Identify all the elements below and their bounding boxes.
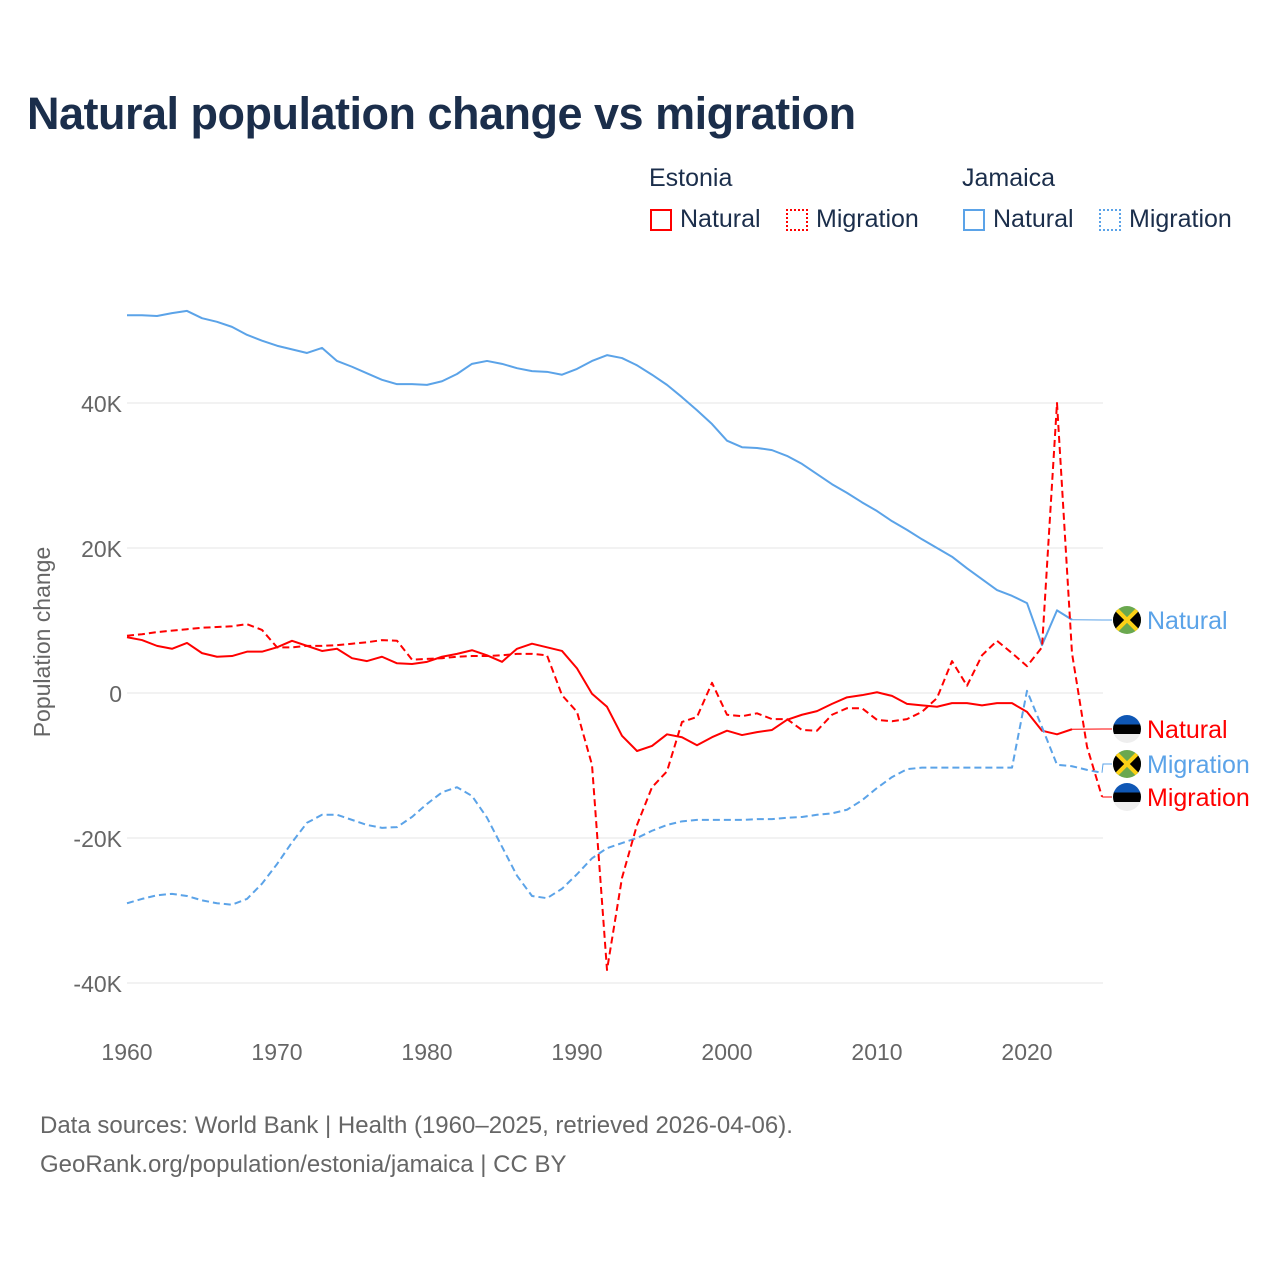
y-tick-label: -40K: [73, 971, 122, 997]
series-line-jamaica-migration: [126, 689, 1103, 906]
legend-swatch-dotted-icon: [786, 208, 808, 231]
legend-swatch-dotted-icon: [1099, 208, 1121, 231]
legend-swatch-solid-icon: [963, 208, 985, 231]
jamaica-flag-icon: [1113, 606, 1141, 634]
legend-swatch-solid-icon: [650, 208, 672, 231]
series-line-estonia-migration: [126, 402, 1103, 971]
legend-item-estonia-migration[interactable]: Migration: [786, 205, 919, 234]
legend-item-estonia-natural[interactable]: Natural: [650, 205, 761, 234]
legend-group-jamaica: Jamaica: [962, 164, 1056, 192]
series-line-jamaica-natural: [127, 309, 1073, 647]
legend-item-jamaica-migration[interactable]: Migration: [1099, 205, 1232, 234]
estonia-flag-icon: [1113, 783, 1141, 811]
flag-cross: [1113, 606, 1141, 634]
x-tick-label: 1970: [251, 1039, 302, 1065]
y-axis-label: Population change: [29, 547, 55, 738]
y-tick-label: 40K: [81, 391, 123, 417]
y-tick-label: -20K: [73, 826, 122, 852]
x-tick-label: 2020: [1001, 1039, 1052, 1065]
legend-label: Natural: [680, 205, 761, 233]
y-tick-label: 0: [109, 681, 122, 707]
flag-blue: [1113, 715, 1141, 725]
series-end-label: Natural: [1147, 607, 1228, 635]
chart-title: Natural population change vs migration: [27, 88, 856, 139]
flag-cross: [1113, 750, 1141, 778]
flag-white: [1113, 802, 1141, 811]
flag-blue: [1113, 783, 1141, 793]
jamaica-flag-icon: [1113, 750, 1141, 778]
x-tick-label: 1960: [101, 1039, 152, 1065]
legend-item-jamaica-natural[interactable]: Natural: [963, 205, 1074, 234]
x-tick-label: 2000: [701, 1039, 752, 1065]
estonia-flag-icon: [1113, 715, 1141, 743]
series-line-estonia-natural: [126, 636, 1073, 752]
attribution-link[interactable]: GeoRank.org/population/estonia/jamaica |…: [40, 1151, 567, 1178]
legend-label: Migration: [816, 205, 919, 233]
series-end-label: Migration: [1147, 784, 1250, 812]
flag-black: [1113, 724, 1141, 734]
x-tick-label: 1980: [401, 1039, 452, 1065]
legend-label: Natural: [993, 205, 1074, 233]
series-end-label: Natural: [1147, 716, 1228, 744]
flag-black: [1113, 792, 1141, 802]
series-end-label: Migration: [1147, 751, 1250, 779]
legend-group-estonia: Estonia: [649, 164, 733, 192]
x-tick-label: 1990: [551, 1039, 602, 1065]
legend-label: Migration: [1129, 205, 1232, 233]
footer: Data sources: World Bank | Health (1960–…: [40, 1106, 793, 1184]
x-tick-label: 2010: [851, 1039, 902, 1065]
y-tick-label: 20K: [81, 536, 123, 562]
flag-white: [1113, 734, 1141, 743]
label-connector: [1101, 763, 1112, 773]
source-text: Data sources: World Bank | Health (1960–…: [40, 1112, 793, 1139]
